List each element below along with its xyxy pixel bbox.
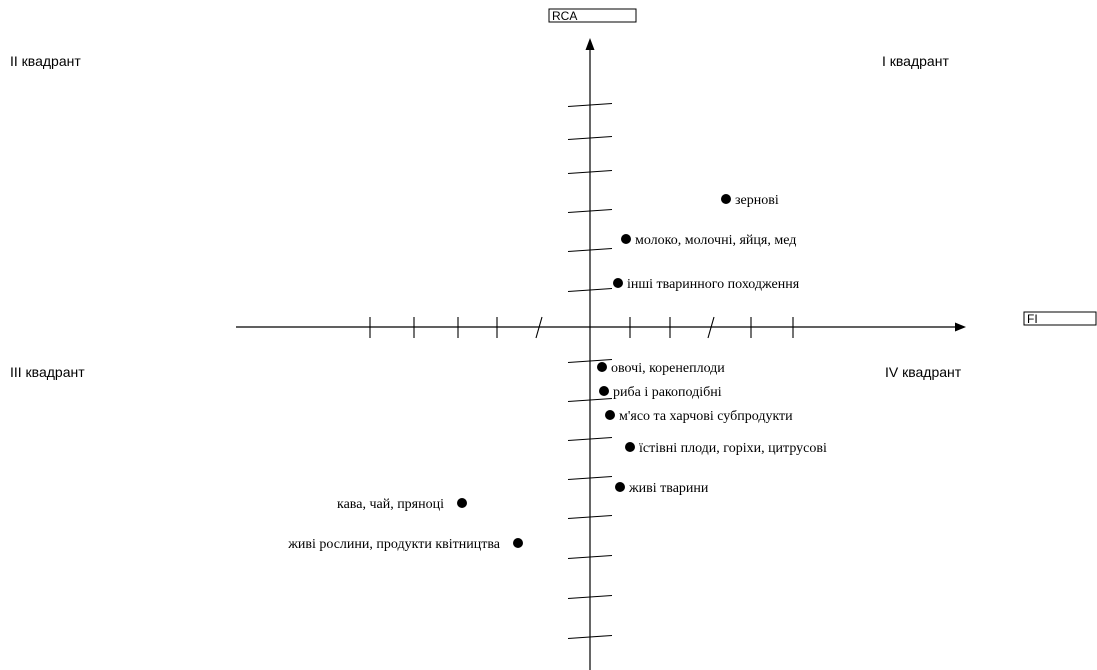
y-axis-tick	[567, 554, 613, 560]
y-axis-tick	[567, 135, 613, 141]
y-axis-tick	[567, 514, 613, 520]
data-point: м'ясо та харчові субпродукти	[605, 409, 793, 424]
x-axis-tick	[535, 316, 543, 339]
quadrant-label-2: II квадрант	[10, 53, 81, 69]
x-axis-tick	[707, 316, 715, 339]
point-marker	[457, 498, 467, 508]
data-point: овочі, коренеплоди	[597, 361, 725, 376]
point-label: живі тварини	[628, 481, 709, 496]
point-label: кава, чай, пряноці	[337, 497, 444, 512]
y-axis-tick	[567, 358, 613, 364]
quadrant-label-4: IV квадрант	[885, 364, 962, 380]
y-axis-tick	[567, 634, 613, 640]
y-axis-tick	[567, 247, 613, 253]
data-point: молоко, молочні, яйця, мед	[621, 233, 796, 248]
y-axis-tick	[567, 208, 613, 214]
data-points: зернові молоко, молочні, яйця, мед інші тв…	[287, 193, 827, 552]
y-axis-tick	[567, 436, 613, 442]
point-marker	[721, 194, 731, 204]
data-point: живі тварини	[615, 481, 709, 496]
data-point: їстівні плоди, горіхи, цитрусові	[625, 441, 827, 456]
point-marker	[615, 482, 625, 492]
data-point: кава, чай, пряноці	[337, 497, 467, 512]
point-marker	[599, 386, 609, 396]
y-axis-title: RCA	[552, 9, 577, 23]
x-axis-title-box	[1023, 311, 1097, 326]
point-marker	[597, 362, 607, 372]
y-axis-tick	[567, 397, 613, 403]
data-point: зернові	[721, 193, 779, 208]
y-axis-tick	[567, 102, 613, 108]
y-axis-tick	[567, 594, 613, 600]
point-label: їстівні плоди, горіхи, цитрусові	[639, 441, 827, 456]
point-marker	[625, 442, 635, 452]
point-label: овочі, коренеплоди	[611, 361, 725, 376]
point-label: інші тваринного походження	[627, 277, 800, 292]
data-point: живі рослини, продукти квітництва	[287, 537, 523, 552]
y-axis-tick	[567, 169, 613, 175]
data-point: інші тваринного походження	[613, 277, 800, 292]
point-marker	[605, 410, 615, 420]
point-label: зернові	[735, 193, 779, 208]
y-axis-ticks	[567, 102, 613, 640]
x-axis-title: FI	[1027, 312, 1038, 326]
point-label: риба і ракоподібні	[613, 385, 722, 400]
point-label: живі рослини, продукти квітництва	[287, 537, 501, 552]
quadrant-label-3: III квадрант	[10, 364, 85, 380]
point-label: м'ясо та харчові субпродукти	[619, 409, 793, 424]
quadrant-label-1: I квадрант	[882, 53, 949, 69]
y-axis-tick	[567, 287, 613, 293]
y-axis-title-box	[548, 8, 637, 23]
x-axis-arrow	[955, 322, 966, 332]
x-axis-ticks	[369, 316, 794, 339]
point-marker	[621, 234, 631, 244]
point-marker	[513, 538, 523, 548]
data-point: риба і ракоподібні	[599, 385, 722, 400]
point-label: молоко, молочні, яйця, мед	[635, 233, 796, 248]
point-marker	[613, 278, 623, 288]
y-axis-tick	[567, 475, 613, 481]
y-axis-arrow	[585, 38, 595, 50]
